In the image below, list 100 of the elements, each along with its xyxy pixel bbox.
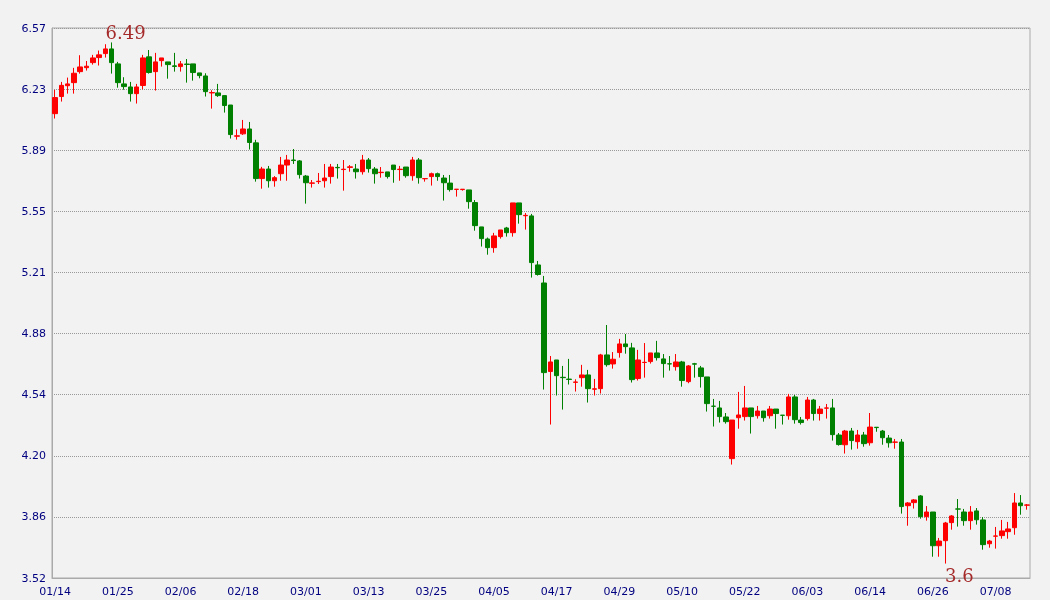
candlestick <box>780 414 785 426</box>
x-tick-label: 06/14 <box>854 585 886 598</box>
x-tick-label: 03/13 <box>352 585 385 598</box>
candlestick <box>347 164 353 173</box>
candlestick <box>172 52 177 73</box>
candlestick <box>134 83 139 105</box>
candlestick <box>610 351 616 370</box>
candlestick <box>429 172 434 187</box>
x-tick-label: 04/17 <box>540 585 573 598</box>
candlestick <box>140 54 146 90</box>
candlestick <box>109 41 114 75</box>
candlestick <box>773 408 779 430</box>
y-tick-label: 4.20 <box>21 449 46 463</box>
candlestick <box>874 426 879 433</box>
candlestick <box>711 398 716 428</box>
x-tick-label: 03/01 <box>290 585 322 598</box>
candlestick <box>472 199 478 232</box>
candlestick <box>617 338 622 359</box>
y-tick-label: 6.57 <box>21 21 46 35</box>
annotation: 6.49 <box>105 22 146 44</box>
x-tick-label: 03/25 <box>415 585 448 598</box>
candlestick <box>861 431 867 448</box>
candlestick <box>71 67 77 95</box>
candlestick <box>52 89 58 120</box>
candlestick <box>566 358 572 386</box>
candlestick <box>955 498 961 528</box>
candlestick <box>115 61 121 89</box>
candlestick <box>165 61 171 80</box>
candlestick <box>892 438 898 450</box>
candlestick <box>748 407 754 435</box>
x-tick-label: 02/06 <box>164 585 197 598</box>
candlestick <box>266 165 271 189</box>
y-tick-label: 6.23 <box>21 82 46 96</box>
y-tick-label: 3.52 <box>21 571 46 585</box>
candlestick <box>353 163 359 180</box>
x-tick-label: 07/08 <box>979 585 1012 598</box>
candlestick <box>159 57 164 68</box>
candlestick <box>209 89 215 110</box>
candlestick <box>309 179 315 189</box>
x-tick-label: 04/05 <box>478 585 510 598</box>
y-tick-label: 5.89 <box>21 143 46 157</box>
candlestick <box>867 412 873 447</box>
x-tick-label: 06/03 <box>791 585 824 598</box>
candlestick <box>573 378 578 393</box>
candlestick <box>322 163 327 189</box>
candlestick <box>529 213 534 279</box>
y-tick-label: 5.21 <box>21 265 46 279</box>
candlestick <box>548 355 553 426</box>
candlestick <box>654 340 660 362</box>
candlestick <box>855 429 860 450</box>
candlestick <box>585 369 591 404</box>
candlestick <box>328 163 334 185</box>
candlestick <box>146 49 152 75</box>
candlestick <box>410 156 415 182</box>
candlestick <box>692 362 697 379</box>
candlestick <box>554 359 559 397</box>
x-tick-label: 06/26 <box>916 585 949 598</box>
candlestick <box>1024 503 1030 511</box>
x-tick-label: 04/29 <box>603 585 636 598</box>
candlestick <box>560 365 566 411</box>
candlestick <box>579 364 585 388</box>
candlestick <box>422 178 428 183</box>
candlestick <box>385 171 390 180</box>
candlestick <box>259 166 265 190</box>
candlestick <box>849 427 854 451</box>
candlestick <box>729 419 735 466</box>
candlestick <box>153 52 158 92</box>
candlestick <box>103 43 108 59</box>
candlestick <box>961 508 967 527</box>
candlestick <box>234 128 240 141</box>
candlestick <box>968 505 973 531</box>
candlestick <box>316 172 321 185</box>
candlestick <box>930 511 936 558</box>
y-tick-label: 5.55 <box>21 204 46 218</box>
candlestick <box>761 410 766 423</box>
candlestick <box>510 202 516 238</box>
candlestick <box>391 164 396 184</box>
candlestick <box>341 159 346 192</box>
candlestick <box>535 260 541 277</box>
y-tick-label: 4.88 <box>21 327 46 341</box>
candlestick <box>987 539 992 549</box>
candlestick <box>466 189 472 210</box>
candlestick <box>899 438 904 515</box>
candlestick <box>504 226 509 238</box>
candlestick <box>842 429 848 455</box>
candlestick <box>604 324 610 368</box>
candlestick <box>673 353 679 372</box>
candlestick <box>679 360 685 388</box>
candlestick <box>416 157 422 185</box>
x-tick-label: 05/22 <box>728 585 761 598</box>
y-tick-label: 4.54 <box>21 388 46 402</box>
candlestick <box>755 405 760 420</box>
candlestick <box>523 212 528 231</box>
x-tick-label: 01/25 <box>101 585 134 598</box>
candlestick <box>335 163 340 180</box>
candlestick <box>786 393 791 421</box>
x-tick-label: 05/10 <box>666 585 698 598</box>
candlestick <box>811 398 816 422</box>
candlestick <box>516 202 522 225</box>
candlestick <box>924 505 929 522</box>
